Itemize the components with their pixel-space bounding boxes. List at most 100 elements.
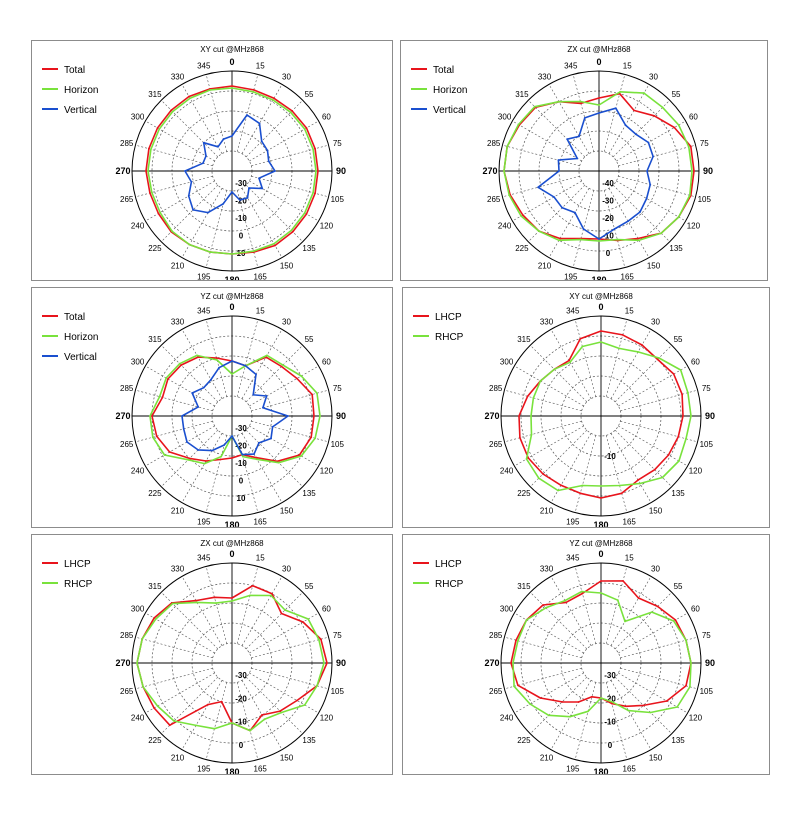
angle-tick-label: 330	[540, 318, 554, 327]
data-point	[207, 703, 209, 706]
radial-tick-label: -20	[235, 197, 247, 206]
data-point	[165, 377, 168, 379]
angle-tick-label: 150	[647, 261, 661, 270]
data-point	[220, 455, 223, 458]
angle-tick-label: 30	[282, 73, 291, 82]
data-point	[569, 361, 571, 364]
data-point	[661, 106, 664, 109]
angle-tick-label: 300	[131, 113, 145, 122]
data-point	[687, 391, 689, 394]
data-point	[252, 90, 255, 93]
angle-tick-label: 90	[705, 658, 715, 668]
data-point	[231, 722, 233, 724]
angle-tick-label: 345	[566, 307, 580, 316]
data-point	[248, 187, 250, 189]
data-point	[676, 706, 679, 708]
angle-tick-label: 55	[305, 90, 314, 99]
data-point	[622, 579, 624, 582]
data-point	[290, 229, 293, 232]
angle-tick-label: 330	[171, 73, 185, 82]
data-point	[145, 170, 147, 172]
data-point	[263, 718, 266, 721]
chart-title: ZX cut @MHz868	[200, 539, 264, 548]
data-point	[311, 393, 314, 396]
angle-tick-label: 270	[115, 658, 130, 668]
data-point	[656, 605, 659, 608]
grid-spoke	[251, 636, 329, 659]
angle-tick-label: 165	[623, 517, 637, 526]
data-point	[222, 202, 225, 205]
radial-tick-label: -20	[235, 442, 247, 451]
data-point	[637, 351, 639, 353]
data-point	[291, 230, 294, 233]
data-point	[674, 619, 677, 621]
grid-spoke	[245, 184, 303, 242]
grid-spoke	[135, 144, 213, 167]
data-point	[517, 639, 519, 642]
data-point	[168, 451, 171, 453]
data-point	[677, 216, 680, 218]
angle-tick-label: 195	[564, 272, 578, 280]
data-point	[296, 377, 298, 380]
angle-tick-label: 55	[674, 582, 683, 591]
angle-tick-label: 240	[131, 467, 145, 476]
angle-tick-label: 75	[702, 631, 711, 640]
data-point	[265, 395, 268, 397]
data-point	[187, 458, 190, 461]
data-point	[141, 638, 144, 640]
grid-spoke	[251, 144, 329, 167]
data-point	[600, 580, 602, 582]
data-point	[196, 601, 198, 604]
grid-spoke	[236, 682, 259, 760]
angle-tick-label: 105	[700, 687, 714, 696]
data-point	[557, 159, 560, 162]
data-point	[618, 347, 621, 350]
data-point	[576, 157, 579, 160]
angle-tick-label: 150	[280, 261, 294, 270]
angle-tick-label: 345	[566, 554, 580, 563]
data-point	[583, 116, 586, 119]
grid-spoke	[610, 433, 652, 503]
chart-title: XY cut @MHz868	[569, 292, 633, 301]
angle-tick-label: 0	[598, 549, 603, 559]
grid-spoke	[245, 100, 303, 158]
data-point	[579, 337, 582, 340]
data-point	[600, 341, 602, 343]
data-point	[318, 638, 320, 641]
angle-tick-label: 210	[538, 261, 552, 270]
grid-spoke	[251, 175, 329, 198]
data-point	[251, 584, 254, 587]
grid-spoke	[236, 566, 259, 644]
grid-spoke	[514, 365, 584, 407]
data-point	[187, 195, 190, 197]
angle-tick-label: 135	[669, 244, 683, 253]
angle-tick-label: 60	[691, 358, 700, 367]
data-point	[231, 597, 233, 599]
angle-tick-label: 135	[302, 489, 316, 498]
data-point	[314, 192, 316, 195]
data-point	[688, 685, 691, 688]
legend-label: RHCP	[435, 332, 464, 343]
data-point	[558, 100, 560, 103]
data-point	[512, 662, 514, 664]
data-point	[216, 359, 218, 361]
data-point	[303, 704, 306, 706]
grid-spoke	[135, 667, 213, 690]
data-point	[184, 170, 186, 172]
angle-tick-label: 105	[698, 195, 712, 204]
angle-tick-label: 270	[115, 411, 130, 421]
grid-spoke	[161, 100, 219, 158]
data-point	[163, 454, 166, 456]
data-point	[613, 228, 616, 230]
angle-tick-label: 180	[593, 767, 608, 774]
radial-tick-label: -10	[602, 232, 614, 241]
grid-spoke	[249, 612, 319, 654]
data-point	[616, 599, 619, 602]
angle-tick-label: 30	[282, 565, 291, 574]
grid-spoke	[616, 120, 686, 162]
grid-spoke	[603, 74, 626, 152]
data-point	[313, 415, 315, 417]
angle-tick-label: 225	[148, 244, 162, 253]
grid-spoke	[574, 435, 597, 513]
angle-tick-label: 240	[131, 222, 145, 231]
